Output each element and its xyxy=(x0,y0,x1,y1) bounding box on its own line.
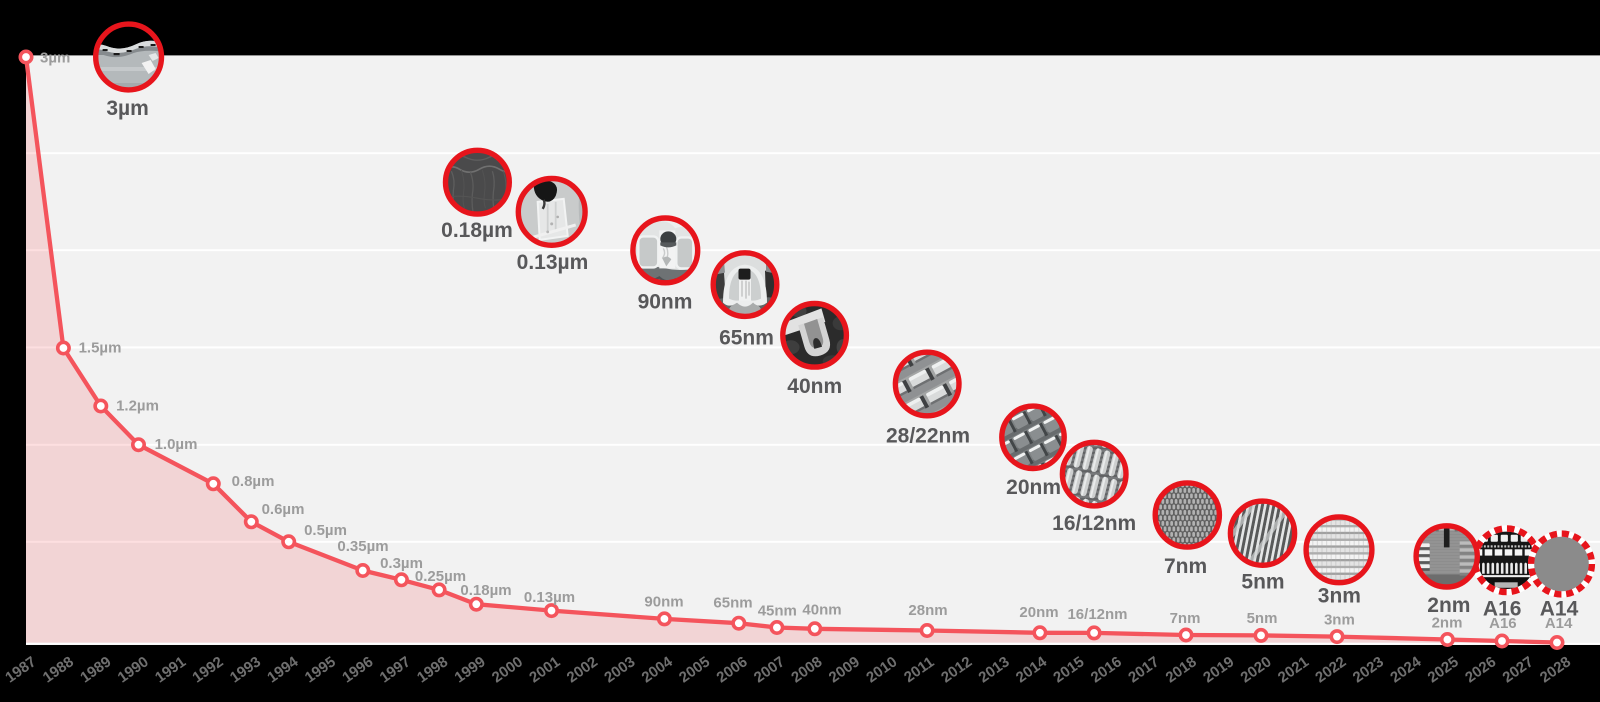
svg-text:1.0µm: 1.0µm xyxy=(155,436,198,453)
svg-text:0.8µm: 0.8µm xyxy=(232,473,275,490)
svg-text:16/12nm: 16/12nm xyxy=(1052,512,1136,535)
svg-text:90nm: 90nm xyxy=(638,291,693,314)
svg-text:0.3µm: 0.3µm xyxy=(380,555,423,572)
svg-text:3nm: 3nm xyxy=(1318,584,1361,607)
svg-text:A14: A14 xyxy=(1540,598,1579,621)
svg-text:5nm: 5nm xyxy=(1241,571,1284,594)
svg-text:5nm: 5nm xyxy=(1247,610,1278,627)
svg-text:0.13µm: 0.13µm xyxy=(517,251,589,274)
svg-text:65nm: 65nm xyxy=(713,595,752,612)
svg-text:40nm: 40nm xyxy=(787,375,842,398)
svg-text:A14: A14 xyxy=(1545,615,1573,632)
svg-text:0.35µm: 0.35µm xyxy=(337,538,388,555)
svg-text:0.6µm: 0.6µm xyxy=(262,501,305,518)
svg-text:2nm: 2nm xyxy=(1427,594,1470,617)
svg-text:A16: A16 xyxy=(1483,598,1522,621)
svg-text:0.5µm: 0.5µm xyxy=(304,522,347,539)
svg-text:45nm: 45nm xyxy=(758,603,797,620)
svg-text:7nm: 7nm xyxy=(1164,555,1207,578)
svg-text:16/12nm: 16/12nm xyxy=(1067,606,1127,623)
svg-text:A16: A16 xyxy=(1489,615,1517,632)
svg-text:0.25µm: 0.25µm xyxy=(415,568,466,585)
svg-text:65nm: 65nm xyxy=(719,326,774,349)
svg-text:40nm: 40nm xyxy=(802,602,841,619)
svg-text:20nm: 20nm xyxy=(1006,476,1061,499)
svg-text:3nm: 3nm xyxy=(1324,611,1355,628)
svg-text:1.5µm: 1.5µm xyxy=(79,340,122,357)
svg-text:28/22nm: 28/22nm xyxy=(886,425,970,448)
svg-text:0.18µm: 0.18µm xyxy=(460,582,511,599)
svg-text:0.13µm: 0.13µm xyxy=(524,589,575,606)
svg-text:90nm: 90nm xyxy=(644,594,683,611)
svg-text:3µm: 3µm xyxy=(106,97,148,120)
svg-text:2nm: 2nm xyxy=(1432,615,1463,632)
svg-text:7nm: 7nm xyxy=(1170,610,1201,627)
svg-text:20nm: 20nm xyxy=(1019,604,1058,621)
svg-text:3µm: 3µm xyxy=(40,50,70,67)
svg-text:0.18µm: 0.18µm xyxy=(441,219,513,242)
svg-text:1.2µm: 1.2µm xyxy=(116,398,159,415)
svg-text:28nm: 28nm xyxy=(908,602,947,619)
